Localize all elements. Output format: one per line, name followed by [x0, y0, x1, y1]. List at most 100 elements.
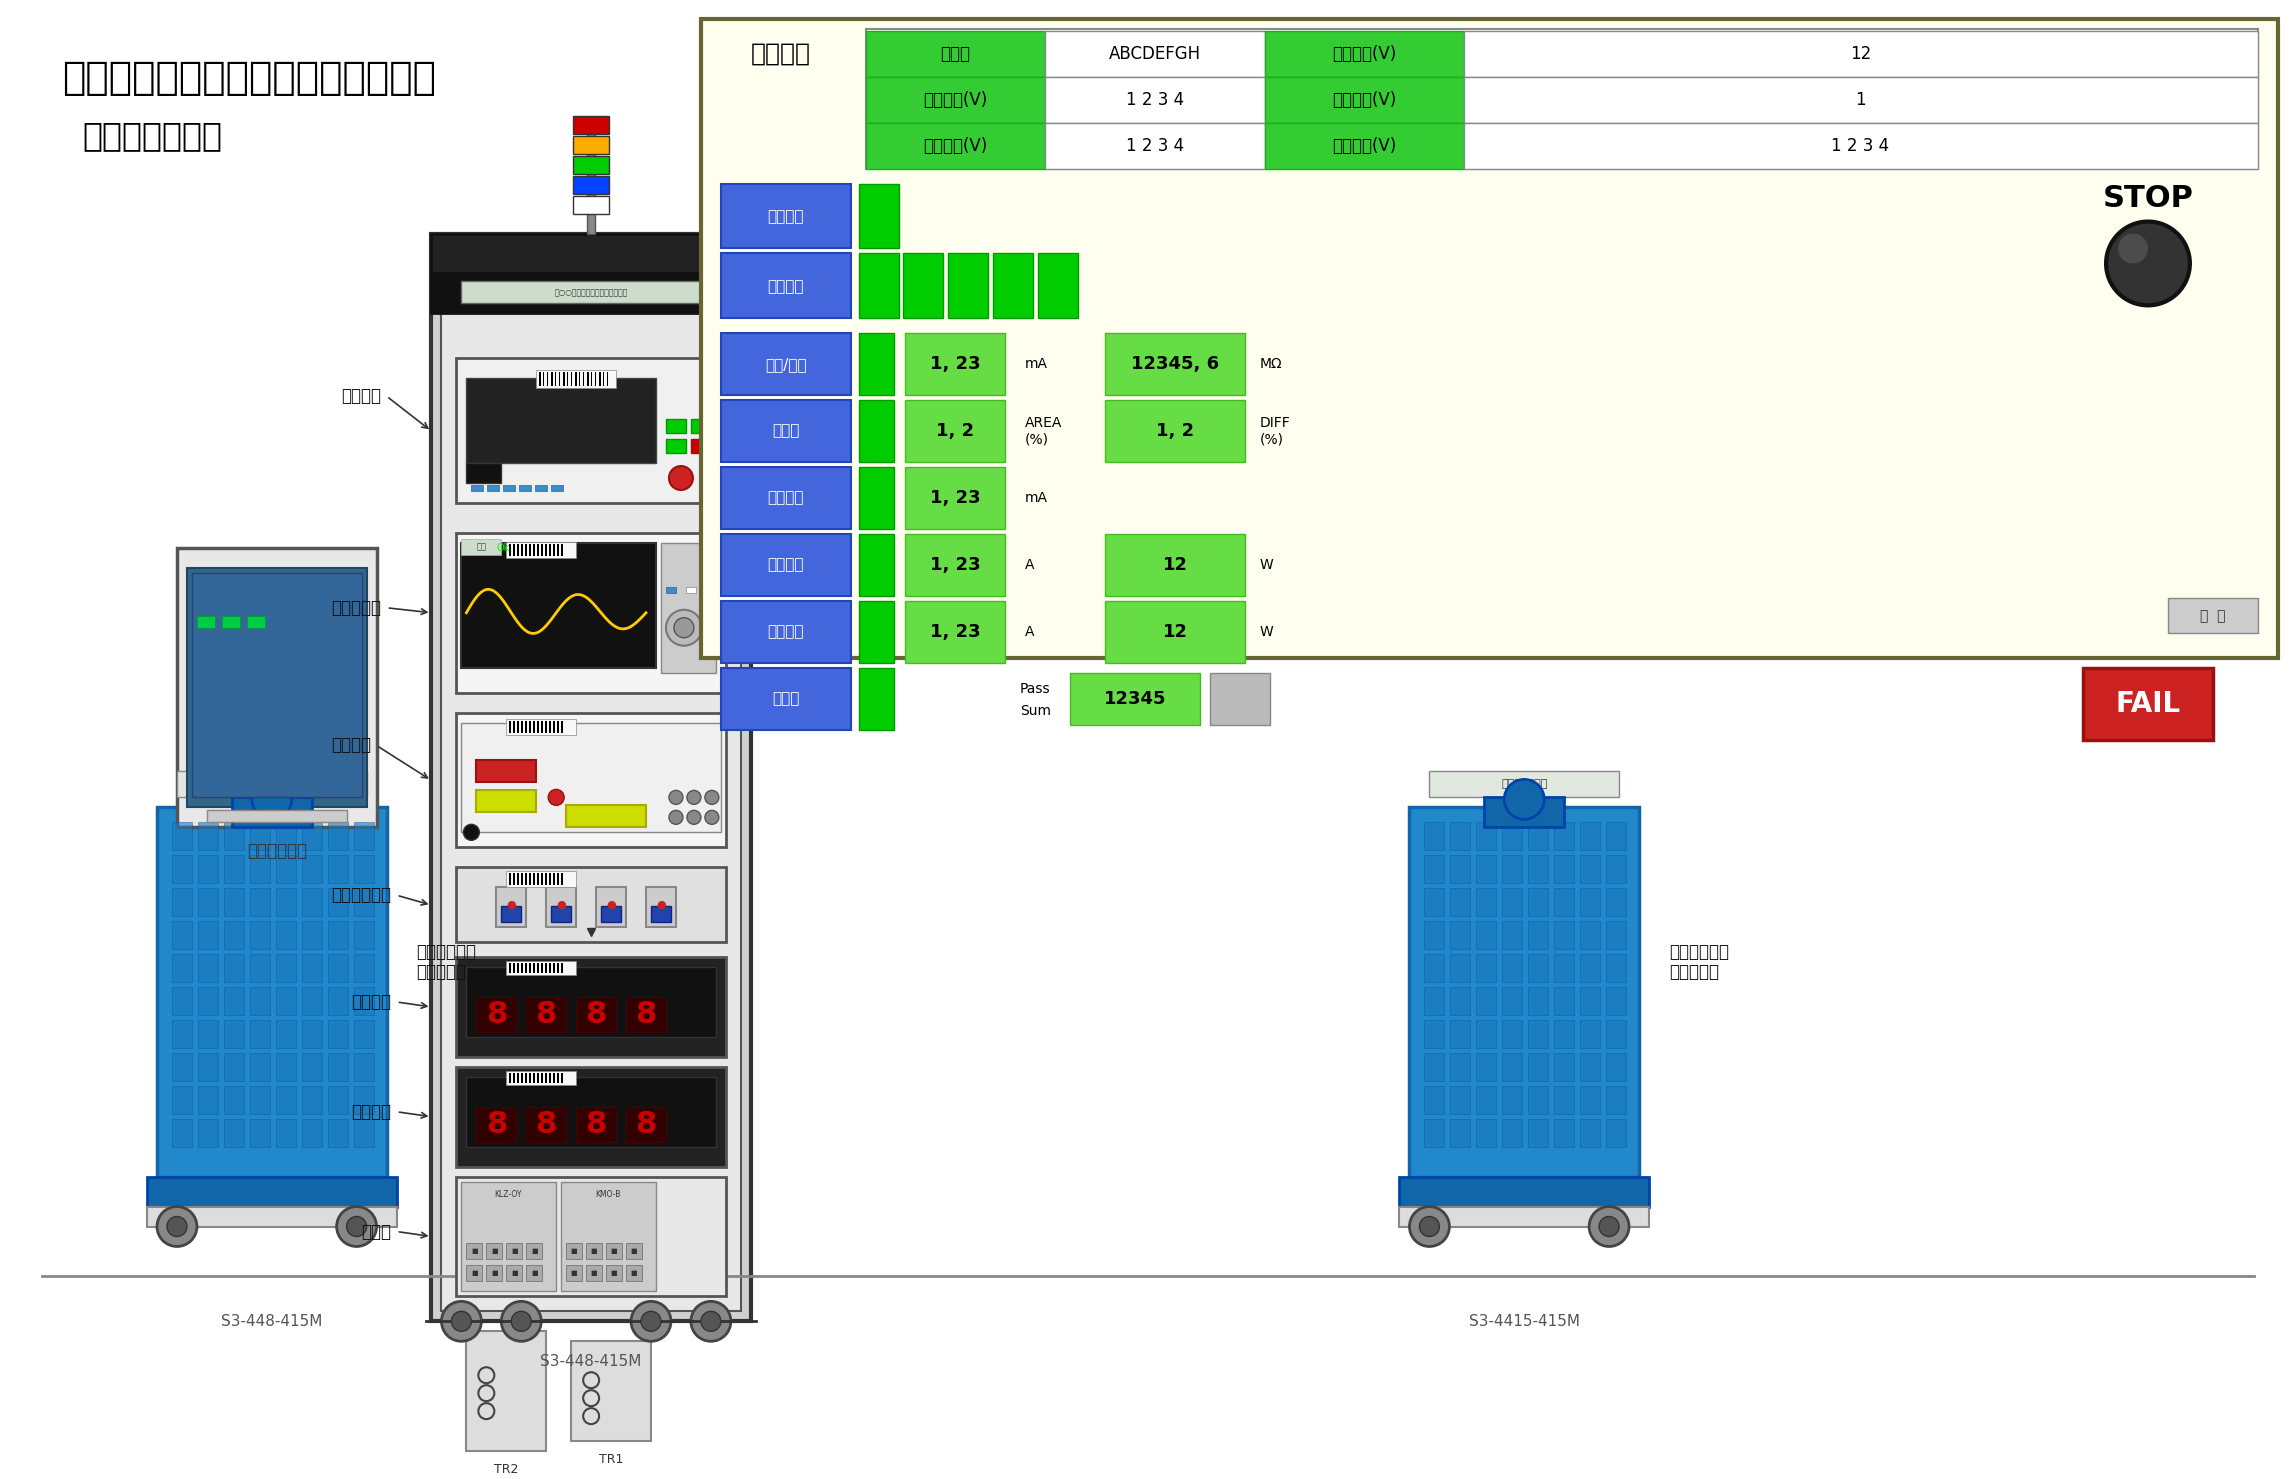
Text: 低起品検: 低起品検 — [767, 209, 804, 223]
Bar — [1607, 1118, 1626, 1146]
Bar — [1430, 772, 1619, 797]
Bar — [475, 997, 517, 1032]
Bar — [627, 1106, 666, 1142]
Bar — [354, 986, 374, 1015]
Bar — [276, 889, 296, 916]
Bar — [1529, 1021, 1548, 1049]
Bar — [466, 379, 657, 463]
Bar — [1451, 1053, 1469, 1081]
Bar — [1104, 333, 1244, 395]
Bar — [1465, 77, 2257, 123]
Bar — [250, 822, 269, 850]
Bar — [250, 1086, 269, 1114]
Bar — [1554, 986, 1575, 1015]
Text: ■: ■ — [512, 1270, 517, 1276]
Bar — [1502, 986, 1522, 1015]
Text: 1, 2: 1, 2 — [1155, 422, 1194, 441]
Circle shape — [687, 790, 700, 805]
Bar — [507, 871, 576, 887]
Bar — [301, 921, 321, 950]
Bar — [250, 1021, 269, 1049]
Bar — [687, 587, 696, 593]
Bar — [457, 957, 726, 1057]
Circle shape — [687, 810, 700, 824]
Bar — [354, 1021, 374, 1049]
Bar — [507, 1266, 521, 1281]
Text: 8: 8 — [585, 1111, 606, 1139]
Text: 1, 2: 1, 2 — [937, 422, 974, 441]
Bar — [328, 822, 347, 850]
Bar — [457, 358, 726, 503]
Bar — [1554, 822, 1575, 850]
Circle shape — [691, 1302, 730, 1341]
Bar — [1580, 1118, 1600, 1146]
Circle shape — [168, 1217, 186, 1236]
Circle shape — [1598, 1217, 1619, 1236]
Bar — [507, 541, 576, 558]
Bar — [526, 1244, 542, 1260]
Bar — [301, 954, 321, 982]
Bar — [1580, 822, 1600, 850]
Bar — [250, 1118, 269, 1146]
Text: 8: 8 — [535, 1111, 558, 1139]
Bar — [567, 806, 645, 827]
Circle shape — [2117, 234, 2149, 263]
Bar — [471, 485, 484, 491]
Circle shape — [631, 1302, 670, 1341]
Bar — [225, 986, 243, 1015]
Bar — [567, 1244, 583, 1260]
Bar — [1265, 77, 1465, 123]
Bar — [994, 253, 1033, 318]
Bar — [507, 719, 576, 735]
Bar — [2167, 598, 2257, 633]
Bar — [1476, 1021, 1497, 1049]
Bar — [567, 1266, 583, 1281]
Bar — [1476, 1053, 1497, 1081]
Bar — [859, 534, 893, 596]
Text: 8: 8 — [535, 1000, 558, 1029]
Bar — [250, 921, 269, 950]
Text: 可変トランス
定格運転用: 可変トランス 定格運転用 — [1669, 942, 1729, 982]
Bar — [475, 1106, 517, 1142]
Bar — [1502, 822, 1522, 850]
Bar — [354, 889, 374, 916]
Text: 耐圧電圧(V): 耐圧電圧(V) — [923, 136, 987, 155]
Bar — [721, 401, 850, 461]
Bar — [475, 760, 537, 782]
Text: TR2: TR2 — [494, 1463, 519, 1476]
Bar — [503, 485, 514, 491]
Text: 実験電圧(V): 実験電圧(V) — [923, 90, 987, 109]
Bar — [354, 1086, 374, 1114]
Bar — [905, 253, 944, 318]
Text: A: A — [1026, 558, 1035, 572]
Bar — [859, 183, 898, 248]
Text: ■: ■ — [611, 1248, 618, 1254]
Bar — [487, 485, 498, 491]
Bar — [1424, 855, 1444, 883]
Bar — [1502, 954, 1522, 982]
Text: 全電圧式調整器: 全電圧式調整器 — [1502, 779, 1548, 790]
Bar — [1529, 1086, 1548, 1114]
Text: STOP: STOP — [2103, 183, 2193, 213]
Text: ■: ■ — [590, 1248, 597, 1254]
Bar — [225, 855, 243, 883]
Bar — [232, 797, 312, 827]
Bar — [354, 954, 374, 982]
Bar — [905, 467, 1006, 529]
Bar — [457, 713, 726, 847]
Bar — [354, 822, 374, 850]
Text: タッチパネル: タッチパネル — [246, 843, 308, 861]
Bar — [1265, 123, 1465, 169]
Bar — [560, 1182, 657, 1291]
Text: S3-4415-415M: S3-4415-415M — [1469, 1313, 1580, 1328]
Bar — [197, 855, 218, 883]
Bar — [354, 921, 374, 950]
Bar — [574, 195, 608, 213]
Bar — [576, 1106, 615, 1142]
Bar — [172, 986, 193, 1015]
Bar — [507, 1071, 576, 1084]
Bar — [461, 538, 501, 555]
Bar — [1070, 673, 1201, 725]
Text: W: W — [1261, 624, 1274, 639]
Bar — [1529, 855, 1548, 883]
